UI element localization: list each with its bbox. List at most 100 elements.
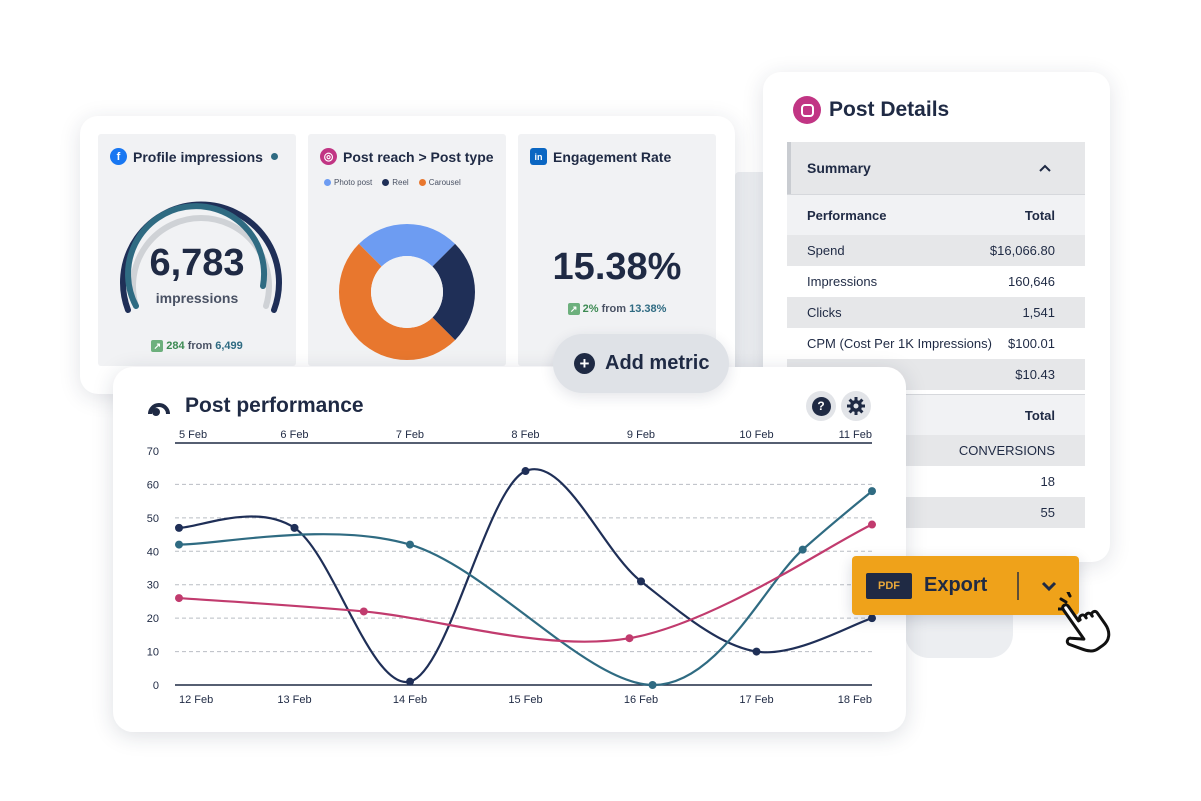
tile-title-label: Post reach > Post type xyxy=(343,148,494,165)
delta-from: from xyxy=(187,340,213,352)
legend-label: Carousel xyxy=(428,178,461,187)
help-button[interactable]: ? xyxy=(806,391,836,421)
data-point xyxy=(752,647,761,656)
post-performance-title: Post performance xyxy=(147,394,364,418)
tile-title-label: Engagement Rate xyxy=(553,148,672,165)
data-point xyxy=(625,634,634,643)
row-label: CPM (Cost Per 1K Impressions) xyxy=(807,336,992,351)
row-value: 1,541 xyxy=(1022,305,1055,320)
row-value: $100.01 xyxy=(1008,336,1055,351)
engagement-rate-tile[interactable]: in Engagement Rate 15.38% ↗ 2% from 13.38… xyxy=(518,134,716,366)
chevron-up-icon[interactable] xyxy=(1039,164,1051,172)
y-tick-label: 30 xyxy=(147,580,159,592)
donut-legend: Photo post Reel Carousel xyxy=(324,178,461,187)
donut-slice xyxy=(432,243,475,341)
status-dot-icon xyxy=(270,153,278,160)
y-tick-label: 70 xyxy=(147,446,159,458)
help-icon: ? xyxy=(811,396,831,416)
data-point xyxy=(175,523,183,532)
row-label: Clicks xyxy=(807,305,842,320)
legend-item: Reel xyxy=(382,178,409,187)
summary-accordion[interactable]: Summary xyxy=(787,142,1085,194)
donut-slice xyxy=(339,243,456,360)
tile-title: in Engagement Rate xyxy=(530,148,671,165)
data-point xyxy=(637,577,645,586)
data-point xyxy=(175,594,183,603)
x-top-tick-label: 5 Feb xyxy=(179,429,207,441)
x-bottom-tick-label: 16 Feb xyxy=(624,694,658,706)
post-details-title-label: Post Details xyxy=(829,98,950,121)
x-top-tick-label: 10 Feb xyxy=(739,429,773,441)
summary-label: Summary xyxy=(807,160,871,176)
profile-impressions-tile[interactable]: f Profile impressions 6,783 impressions … xyxy=(98,134,296,366)
gear-icon xyxy=(847,397,865,415)
row-label: Spend xyxy=(807,243,845,258)
y-tick-label: 40 xyxy=(147,546,159,558)
x-top-tick-label: 7 Feb xyxy=(396,429,424,441)
data-point xyxy=(521,467,530,476)
table-row: Impressions 160,646 xyxy=(787,266,1085,297)
impressions-value: 6,783 xyxy=(149,242,245,284)
table-row: CPM (Cost Per 1K Impressions) $100.01 xyxy=(787,328,1085,359)
tile-title: ◎ Post reach > Post type xyxy=(320,148,494,165)
data-point xyxy=(406,540,414,549)
legend-swatch xyxy=(382,179,390,187)
post-details-title: Post Details xyxy=(793,96,949,124)
x-bottom-tick-label: 15 Feb xyxy=(508,694,542,706)
engagement-delta: ↗ 2% from 13.38% xyxy=(518,303,716,316)
post-performance-title-label: Post performance xyxy=(185,394,364,417)
hand-cursor-icon xyxy=(1058,592,1111,653)
arrow-up-icon: ↗ xyxy=(151,340,164,353)
add-metric-button[interactable]: + Add metric xyxy=(553,334,729,393)
x-bottom-tick-label: 17 Feb xyxy=(739,694,773,706)
post-performance-card: Post performance ? 0 10 20 30 40 50 60 70 5 Feb 6… xyxy=(113,367,906,732)
impressions-delta: ↗ 284 from 6,499 xyxy=(98,340,296,353)
impressions-unit: impressions xyxy=(155,290,239,306)
data-point xyxy=(868,487,876,496)
instagram-icon: ◎ xyxy=(320,148,337,165)
row-value: $10.43 xyxy=(1015,367,1055,382)
gauge-chart xyxy=(120,201,282,313)
y-tick-label: 50 xyxy=(147,513,159,525)
settings-button[interactable] xyxy=(841,391,871,421)
performance-gauge-icon xyxy=(148,403,170,416)
donut-slice xyxy=(358,224,456,267)
pdf-badge: PDF xyxy=(866,572,912,599)
data-point xyxy=(406,677,414,686)
post-reach-tile[interactable]: ◎ Post reach > Post type Photo post Reel… xyxy=(308,134,506,366)
data-point xyxy=(359,607,368,616)
table-row: Spend $16,066.80 xyxy=(787,235,1085,266)
export-button[interactable]: PDF Export xyxy=(852,556,1079,615)
chevron-down-icon[interactable] xyxy=(1039,576,1059,596)
line-chart: 0 10 20 30 40 50 60 70 5 Feb 6 Feb 7 Feb 8 Feb 9 Feb… xyxy=(147,429,876,706)
table-header: Performance Total xyxy=(787,194,1085,235)
tile-title-label: Profile impressions xyxy=(133,148,263,165)
legend-label: Reel xyxy=(392,178,409,187)
donut-hole xyxy=(371,256,443,328)
data-point xyxy=(175,540,183,549)
data-point xyxy=(798,545,807,554)
engagement-value: 15.38% xyxy=(552,246,682,288)
facebook-icon: f xyxy=(110,148,127,165)
x-bottom-tick-label: 14 Feb xyxy=(393,694,427,706)
plus-icon: + xyxy=(574,353,595,374)
donut-chart xyxy=(339,224,475,360)
instagram-icon xyxy=(793,96,821,124)
legend-label: Photo post xyxy=(334,178,373,187)
series-line xyxy=(178,523,873,643)
y-tick-label: 0 xyxy=(153,680,159,692)
data-point xyxy=(290,523,299,532)
x-top-tick-label: 6 Feb xyxy=(280,429,308,441)
column-header: Total xyxy=(1024,207,1055,223)
x-bottom-tick-label: 13 Feb xyxy=(277,694,311,706)
delta-value: 2% xyxy=(582,303,599,315)
x-top-tick-label: 8 Feb xyxy=(511,429,539,441)
x-bottom-tick-label: 18 Feb xyxy=(838,694,872,706)
row-value: 55 xyxy=(1040,505,1055,520)
delta-previous: 13.38% xyxy=(629,303,667,315)
arrow-up-icon: ↗ xyxy=(567,303,580,316)
delta-value: 284 xyxy=(166,340,185,352)
x-top-tick-label: 11 Feb xyxy=(839,429,872,441)
linkedin-icon: in xyxy=(530,148,547,165)
column-header: Total xyxy=(1024,407,1055,423)
